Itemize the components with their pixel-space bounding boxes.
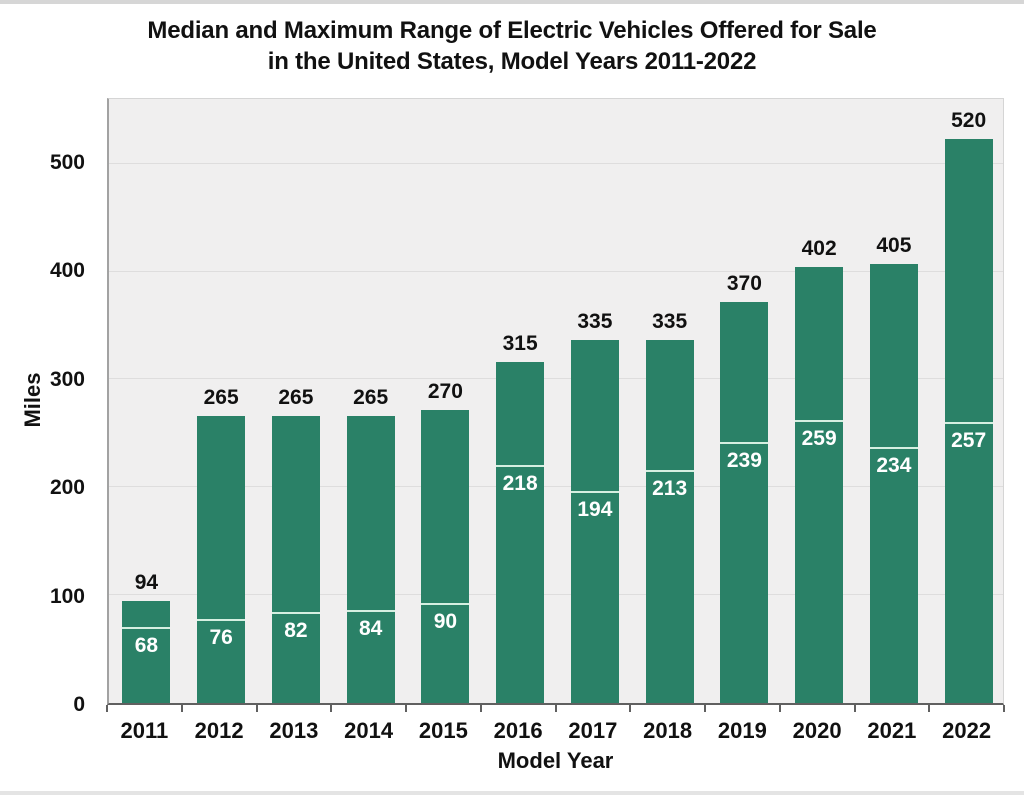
median-value-label-2018: 213 [652, 477, 688, 501]
gridline-400 [109, 270, 1003, 272]
x-tick-label-2014: 2014 [344, 718, 394, 743]
median-value-label-2012: 76 [209, 625, 233, 649]
x-tick-mark [330, 705, 333, 712]
bar-2021: 405 234 [869, 235, 918, 703]
bar-2016: 315 218 [496, 332, 545, 703]
median-value-label-2022: 257 [951, 429, 987, 453]
x-tick-mark [106, 705, 108, 712]
median-line-2018 [645, 470, 694, 473]
x-tick-mark [629, 705, 632, 712]
bar-2013: 265 82 [271, 386, 320, 703]
y-axis-tick-labels: 0 100 200 300 400 500 [0, 98, 97, 716]
median-line-2013 [271, 612, 320, 615]
max-value-label-2013: 265 [278, 385, 314, 409]
median-line-2022 [944, 422, 993, 425]
x-tick-label-2022: 2022 [942, 718, 992, 743]
page-bottom-edge [0, 791, 1024, 795]
x-tick-label-2018: 2018 [643, 718, 693, 743]
chart-title: Median and Maximum Range of Electric Veh… [0, 15, 1024, 77]
y-tick-label-100: 100 [49, 584, 85, 608]
max-value-label-2017: 335 [577, 309, 613, 333]
y-tick-label-300: 300 [49, 367, 85, 391]
x-axis-label: Model Year [497, 748, 614, 773]
max-value-label-2011: 94 [134, 571, 159, 595]
max-value-label-2016: 315 [502, 331, 538, 355]
median-line-2017 [570, 490, 619, 493]
gridline-100 [109, 594, 1003, 596]
x-tick-label-2017: 2017 [568, 718, 618, 743]
median-line-2019 [720, 441, 769, 444]
max-value-label-2020: 402 [801, 237, 837, 261]
x-tick-label-2016: 2016 [493, 718, 543, 743]
x-tick-label-2013: 2013 [269, 718, 319, 743]
median-line-2011 [122, 627, 171, 630]
bar-2015: 270 90 [421, 381, 470, 703]
x-tick-mark [479, 705, 482, 712]
x-tick-mark [704, 705, 706, 712]
page-top-edge [0, 0, 1024, 4]
y-tick-label-0: 0 [73, 693, 85, 716]
max-value-label-2012: 265 [203, 385, 239, 409]
max-value-label-2022: 520 [951, 109, 987, 133]
y-tick-label-500: 500 [49, 151, 85, 175]
bar-2020: 402 259 [795, 238, 844, 703]
max-value-label-2021: 405 [876, 234, 912, 258]
median-value-label-2019: 239 [726, 448, 762, 472]
x-tick-label-2015: 2015 [418, 718, 468, 743]
median-line-2020 [795, 420, 844, 423]
x-tick-mark [405, 705, 407, 712]
y-tick-label-400: 400 [49, 259, 85, 283]
x-tick-label-2019: 2019 [717, 718, 767, 743]
median-value-label-2013: 82 [284, 619, 308, 643]
median-value-label-2015: 90 [433, 610, 458, 634]
bar-2012: 265 76 [197, 386, 246, 703]
median-value-label-2020: 259 [801, 427, 837, 451]
plot-area: 94 68 265 76 265 82 265 84 270 90 315 218 335 194 335 2… [107, 98, 1004, 705]
median-line-2012 [197, 618, 246, 621]
x-tick-mark [255, 705, 258, 712]
bar-2019: 370 239 [720, 272, 769, 703]
bar-2014: 265 84 [346, 386, 395, 703]
x-axis-tick-labels: 2011 2012 2013 2014 2015 2016 2017 2018 2019 2020… [106, 705, 1005, 795]
median-value-label-2016: 218 [502, 471, 538, 495]
bar-2022: 520 257 [944, 110, 993, 703]
gridline-500 [109, 162, 1003, 164]
median-value-label-2017: 194 [577, 497, 613, 521]
median-value-label-2014: 84 [358, 616, 383, 640]
bar-2011: 94 68 [122, 572, 171, 703]
median-value-label-2021: 234 [876, 454, 912, 478]
median-line-2021 [869, 447, 918, 450]
chart-title-line2: in the United States, Model Years 2011-2… [267, 48, 757, 75]
max-value-label-2018: 335 [652, 309, 688, 333]
gridline-300 [109, 378, 1003, 380]
median-line-2016 [496, 464, 545, 467]
gridline-200 [109, 486, 1003, 488]
x-tick-mark [778, 705, 781, 712]
bar-2017: 335 194 [570, 310, 619, 703]
x-tick-mark [928, 705, 931, 712]
median-value-label-2011: 68 [134, 634, 159, 658]
bar-2018: 335 213 [645, 310, 694, 703]
max-value-label-2015: 270 [427, 380, 463, 404]
max-value-label-2019: 370 [726, 271, 762, 295]
median-line-2015 [421, 603, 470, 606]
chart-title-line1: Median and Maximum Range of Electric Veh… [147, 17, 877, 44]
x-tick-label-2020: 2020 [792, 718, 842, 743]
y-tick-label-200: 200 [49, 476, 85, 500]
x-tick-mark [1003, 705, 1005, 712]
x-tick-label-2011: 2011 [120, 718, 169, 743]
x-tick-mark [853, 705, 856, 712]
median-line-2014 [346, 609, 395, 612]
x-tick-label-2021: 2021 [867, 718, 917, 743]
x-tick-mark [554, 705, 557, 712]
x-tick-label-2012: 2012 [194, 718, 244, 743]
x-tick-mark [180, 705, 183, 712]
max-value-label-2014: 265 [353, 385, 389, 409]
